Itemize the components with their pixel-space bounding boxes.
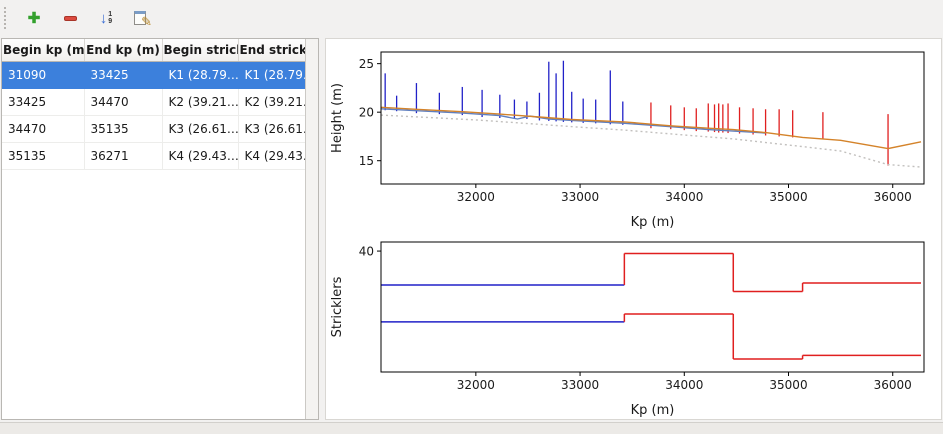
svg-text:34000: 34000 (665, 378, 703, 392)
stricklers-chart: 32000 33000 34000 35000 36000 40 Kp (m) Strickl… (327, 230, 938, 418)
sort-digit-top: 1 (108, 11, 113, 18)
svg-text:Kp (m): Kp (m) (631, 403, 675, 418)
table-row[interactable]: 31090 33425 K1 (28.79… K1 (28.79… (2, 61, 305, 89)
toolbar-drag-handle[interactable] (4, 7, 9, 29)
sheet-icon (134, 11, 146, 25)
table-cell[interactable]: K2 (39.21… (162, 88, 239, 116)
svg-text:Height (m): Height (m) (330, 83, 345, 153)
plus-icon: ✚ (27, 9, 41, 27)
table-cell[interactable]: K1 (28.79… (238, 61, 305, 89)
stricklers-table: Begin kp (m) End kp (m) Begin strickler … (2, 39, 305, 170)
table-cell[interactable]: 31090 (2, 61, 85, 89)
table-cell[interactable]: 36271 (84, 142, 163, 170)
col-header-end-strickler[interactable]: End strickler (238, 39, 305, 62)
pencil-icon: ✎ (141, 14, 152, 29)
stricklers-grid: Begin kp (m) End kp (m) Begin strickler … (2, 39, 305, 419)
svg-text:32000: 32000 (457, 378, 495, 392)
table-cell[interactable]: 35135 (84, 115, 163, 143)
svg-text:Stricklers: Stricklers (330, 276, 345, 337)
svg-text:40: 40 (359, 245, 374, 259)
svg-text:32000: 32000 (457, 190, 495, 204)
col-header-begin-kp[interactable]: Begin kp (m) (2, 39, 85, 62)
table-cell[interactable]: 34470 (84, 88, 163, 116)
table-row[interactable]: 35135 36271 K4 (29.43… K4 (29.43… (2, 142, 305, 170)
remove-row-button[interactable] (57, 5, 83, 31)
svg-text:36000: 36000 (874, 378, 912, 392)
edit-button[interactable]: ✎ (129, 5, 155, 31)
charts-panel: 32000 33000 34000 35000 36000 15 20 25 Kp (m) Hei… (325, 38, 942, 420)
table-row[interactable]: 33425 34470 K2 (39.21… K2 (39.21… (2, 88, 305, 116)
svg-text:36000: 36000 (874, 190, 912, 204)
svg-text:15: 15 (359, 154, 374, 168)
toolbar: ✚ ↓ 1 9 ✎ (0, 0, 943, 36)
table-cell[interactable]: 33425 (84, 61, 163, 89)
stricklers-table-panel: Begin kp (m) End kp (m) Begin strickler … (1, 38, 319, 420)
table-cell[interactable]: K3 (26.61… (238, 115, 305, 143)
table-vertical-scrollbar[interactable] (305, 39, 318, 419)
edit-icon: ✎ (134, 10, 152, 29)
table-cell[interactable]: 35135 (2, 142, 85, 170)
svg-text:33000: 33000 (561, 378, 599, 392)
sort-digit-bottom: 9 (108, 18, 113, 25)
svg-text:34000: 34000 (665, 190, 703, 204)
arrow-down-icon: ↓ (99, 9, 108, 27)
svg-text:25: 25 (359, 57, 374, 71)
add-row-button[interactable]: ✚ (21, 5, 47, 31)
table-body: 31090 33425 K1 (28.79… K1 (28.79… 33425 … (2, 61, 305, 170)
sort-numeric-icon: ↓ 1 9 (100, 11, 112, 26)
sort-button[interactable]: ↓ 1 9 (93, 5, 119, 31)
table-cell[interactable]: K4 (29.43… (238, 142, 305, 170)
status-bar (0, 422, 943, 434)
minus-icon (63, 15, 77, 21)
table-cell[interactable]: 34470 (2, 115, 85, 143)
table-cell[interactable]: K2 (39.21… (238, 88, 305, 116)
col-header-end-kp[interactable]: End kp (m) (84, 39, 163, 62)
table-row[interactable]: 34470 35135 K3 (26.61… K3 (26.61… (2, 115, 305, 143)
table-cell[interactable]: 33425 (2, 88, 85, 116)
svg-text:33000: 33000 (561, 190, 599, 204)
svg-text:Kp (m): Kp (m) (631, 215, 675, 230)
table-cell[interactable]: K1 (28.79… (162, 61, 239, 89)
height-chart: 32000 33000 34000 35000 36000 15 20 25 Kp (m) Hei… (327, 40, 938, 230)
svg-text:20: 20 (359, 106, 374, 120)
svg-text:35000: 35000 (769, 378, 807, 392)
table-cell[interactable]: K4 (29.43… (162, 142, 239, 170)
svg-text:35000: 35000 (769, 190, 807, 204)
table-cell[interactable]: K3 (26.61… (162, 115, 239, 143)
table-header-row: Begin kp (m) End kp (m) Begin strickler … (2, 39, 305, 62)
col-header-begin-strickler[interactable]: Begin strickler (162, 39, 239, 62)
